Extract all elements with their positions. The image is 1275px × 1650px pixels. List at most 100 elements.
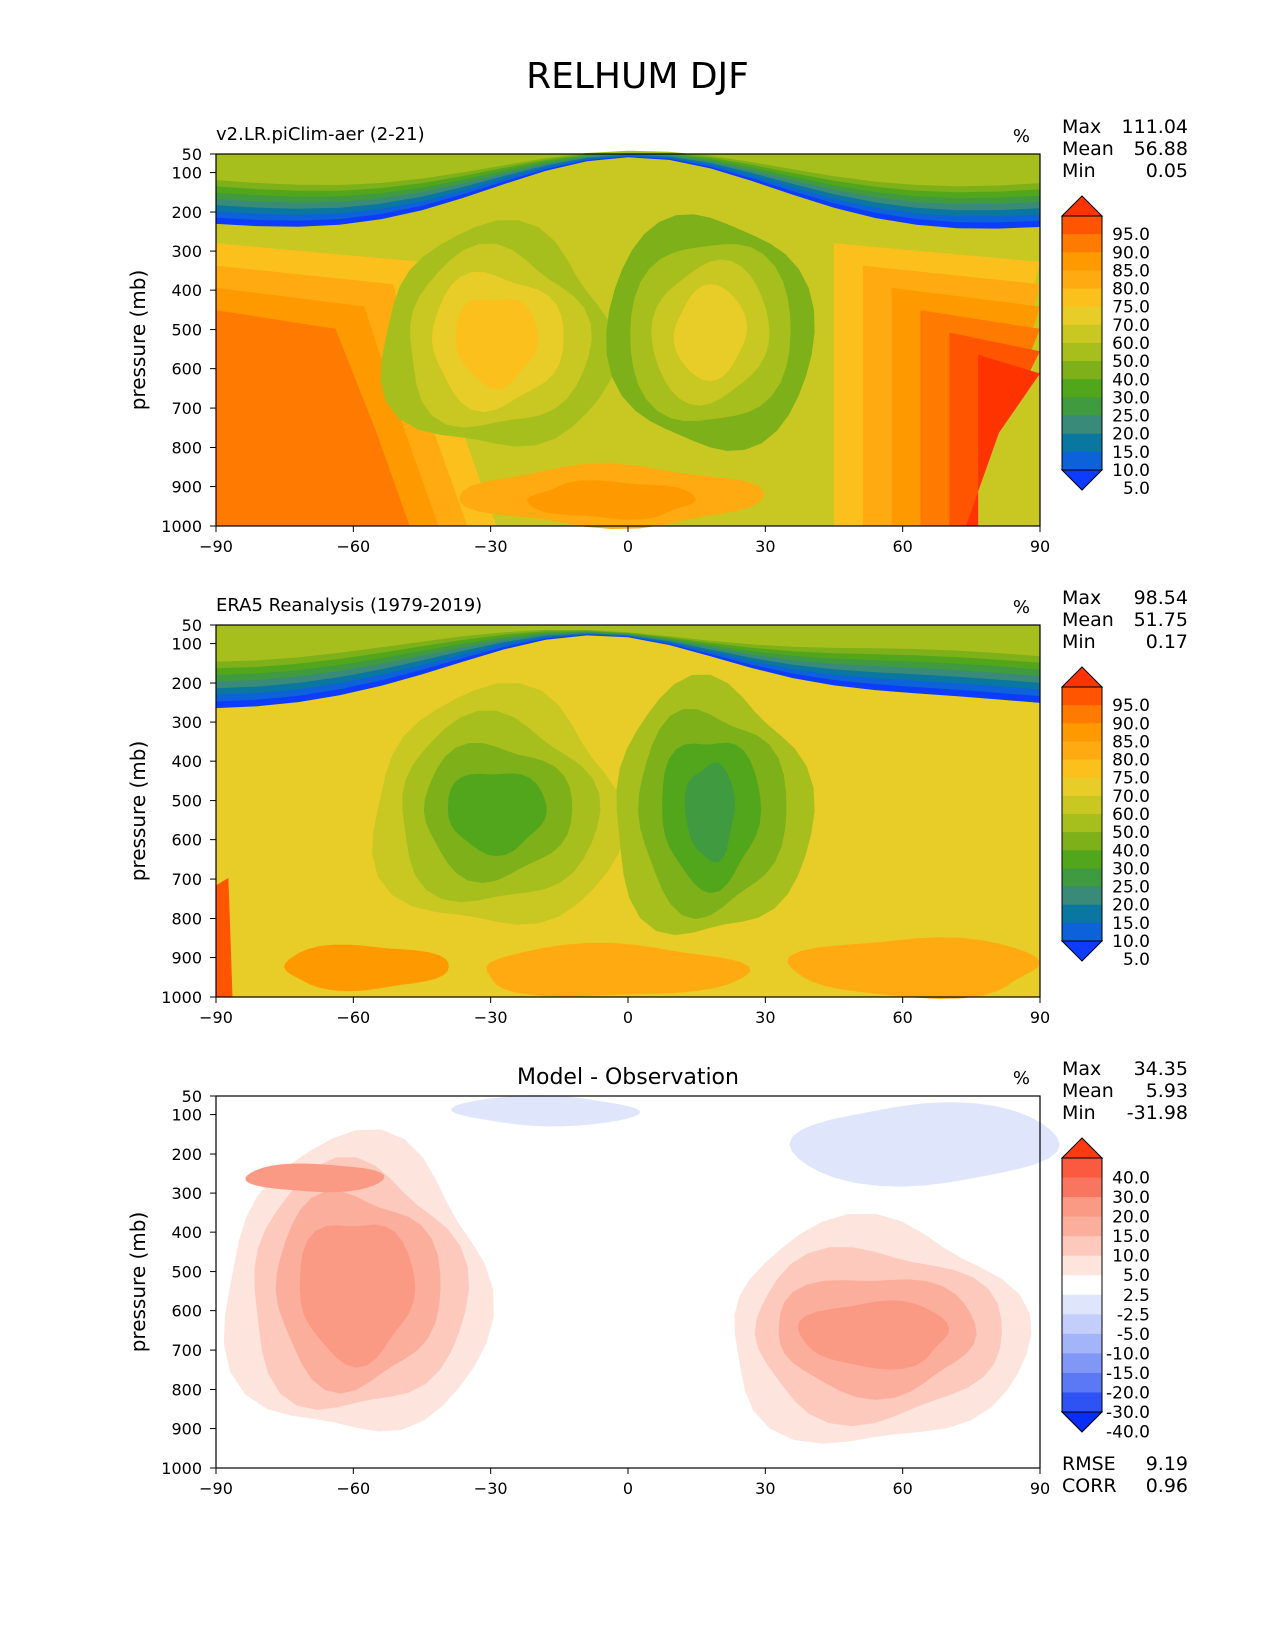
colorbar-level-label: 85.0 bbox=[1112, 732, 1150, 752]
y-tick-label: 500 bbox=[171, 321, 202, 340]
colorbar-level-label: 15.0 bbox=[1112, 1227, 1150, 1247]
colorbar-swatch bbox=[1062, 687, 1102, 706]
x-tick-label: −30 bbox=[474, 1008, 508, 1027]
colorbar-swatch bbox=[1062, 832, 1102, 851]
colorbar-level-label: 40.0 bbox=[1112, 1169, 1150, 1189]
colorbar-swatch bbox=[1062, 795, 1102, 815]
north-dry-lobe-3 bbox=[673, 284, 748, 382]
colorbar-level-label: 95.0 bbox=[1112, 225, 1150, 245]
colorbar-top-arrow bbox=[1060, 195, 1104, 217]
x-tick-label: 0 bbox=[623, 1008, 633, 1027]
y-tick-label: 900 bbox=[171, 1420, 202, 1439]
colorbar-swatch bbox=[1062, 252, 1102, 271]
colorbar-level-label: 30.0 bbox=[1112, 859, 1150, 879]
x-tick-label: 90 bbox=[1030, 537, 1050, 556]
upper-negative-band bbox=[451, 1095, 640, 1127]
stat-value: 98.54 bbox=[1134, 587, 1188, 609]
stat-value: 56.88 bbox=[1134, 138, 1188, 160]
stat-value: 34.35 bbox=[1134, 1058, 1188, 1080]
stat-label: Max bbox=[1062, 1058, 1101, 1080]
panel-title: ERA5 Reanalysis (1979-2019) bbox=[216, 595, 482, 616]
colorbar-level-label: 75.0 bbox=[1112, 769, 1150, 789]
colorbar-level-label: 2.5 bbox=[1123, 1286, 1150, 1306]
x-tick-label: 30 bbox=[755, 1479, 775, 1498]
stat-value: 0.05 bbox=[1146, 160, 1188, 182]
colorbar-level-label: 10.0 bbox=[1112, 1247, 1150, 1267]
colorbar-level-label: 75.0 bbox=[1112, 298, 1150, 318]
colorbar-swatch bbox=[1062, 361, 1102, 380]
x-tick-label: 60 bbox=[892, 1479, 912, 1498]
colorbar-swatch bbox=[1062, 1333, 1102, 1354]
y-tick-label: 300 bbox=[171, 242, 202, 261]
y-tick-label: 400 bbox=[171, 281, 202, 300]
colorbar-swatch bbox=[1062, 216, 1102, 235]
figure-title: RELHUM DJF bbox=[526, 56, 749, 97]
colorbar-swatch bbox=[1062, 1372, 1102, 1393]
colorbar-level-label: 50.0 bbox=[1112, 352, 1150, 372]
colorbar-swatch bbox=[1062, 451, 1102, 471]
y-tick-label: 1000 bbox=[161, 517, 202, 536]
boundary-layer-core bbox=[527, 480, 696, 520]
colorbar-swatch bbox=[1062, 1197, 1102, 1218]
x-tick-label: 0 bbox=[623, 1479, 633, 1498]
metric-label: CORR bbox=[1062, 1475, 1117, 1497]
north-negative-lobe-3 bbox=[789, 1102, 1060, 1187]
stat-value: 51.75 bbox=[1134, 609, 1188, 631]
colorbar-swatch bbox=[1062, 1314, 1102, 1335]
colorbar-swatch bbox=[1062, 306, 1102, 326]
colorbar-swatch bbox=[1062, 759, 1102, 779]
south-moist-pool bbox=[284, 944, 449, 992]
y-tick-label: 100 bbox=[171, 164, 202, 183]
y-tick-label: 400 bbox=[171, 1223, 202, 1242]
x-tick-label: 30 bbox=[755, 537, 775, 556]
colorbar-level-label: 10.0 bbox=[1112, 461, 1150, 481]
colorbar-swatch bbox=[1062, 234, 1102, 253]
units-label: % bbox=[1013, 1068, 1030, 1089]
colorbar-swatch bbox=[1062, 1294, 1102, 1315]
colorbar-bottom-arrow bbox=[1060, 940, 1104, 962]
colorbar-level-label: 40.0 bbox=[1112, 841, 1150, 861]
colorbar-level-label: 5.0 bbox=[1123, 950, 1150, 970]
colorbar-swatch bbox=[1062, 741, 1102, 761]
x-tick-label: 90 bbox=[1030, 1479, 1050, 1498]
colorbar-swatch bbox=[1062, 415, 1102, 435]
colorbar-swatch bbox=[1062, 270, 1102, 290]
colorbar-top-arrow bbox=[1060, 1137, 1104, 1159]
y-tick-label: 200 bbox=[171, 674, 202, 693]
x-tick-label: −90 bbox=[199, 1479, 233, 1498]
colorbar-swatch bbox=[1062, 868, 1102, 888]
colorbar-level-label: 90.0 bbox=[1112, 243, 1150, 263]
dry-cap-band-7 bbox=[216, 150, 1040, 187]
y-tick-label: 200 bbox=[171, 1145, 202, 1164]
colorbar-level-label: -5.0 bbox=[1117, 1325, 1150, 1345]
stat-label: Max bbox=[1062, 587, 1101, 609]
colorbar-level-label: 20.0 bbox=[1112, 896, 1150, 916]
stat-label: Max bbox=[1062, 116, 1101, 138]
colorbar-swatch bbox=[1062, 324, 1102, 344]
upper-positive-core bbox=[245, 1163, 385, 1193]
colorbar-swatch bbox=[1062, 1392, 1102, 1413]
stat-label: Min bbox=[1062, 1102, 1096, 1124]
dry-cap-band-7 bbox=[216, 625, 1040, 662]
colorbar-level-label: -10.0 bbox=[1106, 1344, 1150, 1364]
colorbar-swatch bbox=[1062, 379, 1102, 398]
units-label: % bbox=[1013, 597, 1030, 618]
colorbar-frame bbox=[1061, 215, 1103, 471]
colorbar-level-label: 25.0 bbox=[1112, 878, 1150, 898]
north-positive-lobe-3 bbox=[797, 1300, 950, 1370]
colorbar-swatch bbox=[1062, 1353, 1102, 1374]
moist-flank-south-3 bbox=[216, 310, 410, 526]
x-tick-label: 30 bbox=[755, 1008, 775, 1027]
y-tick-label: 700 bbox=[171, 399, 202, 418]
colorbar-frame bbox=[1061, 1157, 1103, 1413]
colorbar-swatch bbox=[1062, 288, 1102, 308]
y-tick-label: 400 bbox=[171, 752, 202, 771]
colorbar-level-label: -15.0 bbox=[1106, 1364, 1150, 1384]
y-tick-label: 50 bbox=[182, 145, 202, 164]
panel-1: v2.LR.piClim-aer (2-21) %5010020030040050… bbox=[126, 116, 1188, 556]
y-tick-label: 100 bbox=[171, 635, 202, 654]
colorbar-level-label: 80.0 bbox=[1112, 280, 1150, 300]
colorbar-bottom-arrow bbox=[1060, 1411, 1104, 1433]
y-tick-label: 100 bbox=[171, 1106, 202, 1125]
colorbar-swatch bbox=[1062, 814, 1102, 833]
